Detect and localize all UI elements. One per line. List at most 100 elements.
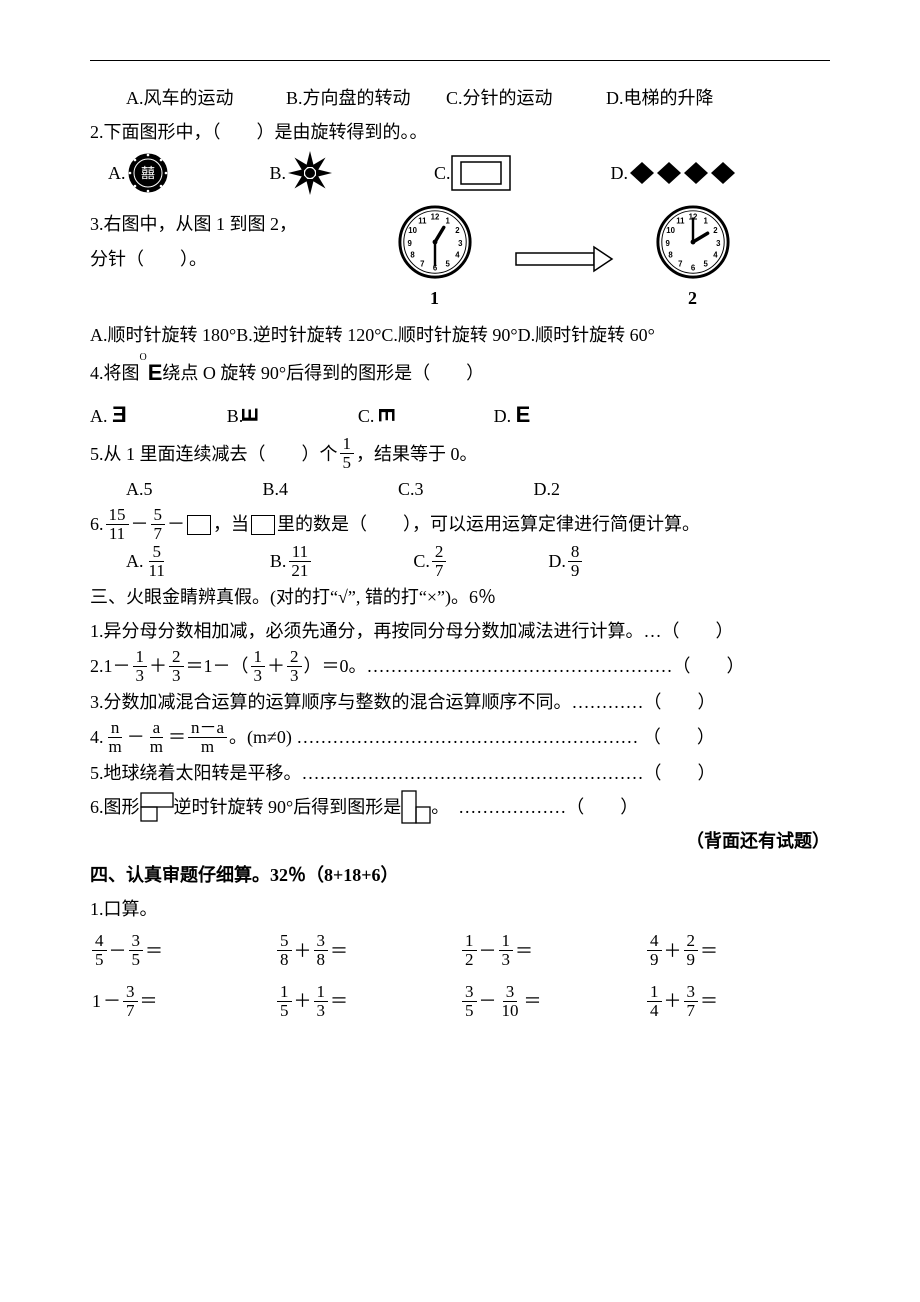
q6-pre: 6.: [90, 507, 104, 541]
calc-8: 14 ＋ 37 ＝: [645, 983, 830, 1020]
c7eq: ＝: [524, 984, 542, 1018]
q2-opt-b: B.: [270, 149, 335, 197]
svg-text:3: 3: [458, 239, 463, 248]
q4-opt-a: A. E: [90, 394, 127, 436]
q6-box2: [251, 515, 275, 535]
q1-opt-d: D.电梯的升降: [606, 81, 766, 115]
q1-opt-a: A.风车的运动: [126, 81, 286, 115]
q6-minus1: －: [131, 507, 149, 541]
q3-options: A.顺时针旋转 180°B.逆时针旋转 120°C.顺时针旋转 90°D.顺时针…: [90, 318, 830, 352]
q5-frac: 15: [340, 435, 355, 472]
c6ad: 5: [277, 1002, 292, 1020]
q5-post: ，结果等于 0。: [356, 437, 478, 471]
c3eq: ＝: [515, 934, 533, 968]
c8bn: 3: [684, 983, 699, 1002]
c8ad: 4: [647, 1002, 662, 1020]
q4-a-label: A.: [90, 406, 108, 426]
clock-2: 1212 345 678 91011 2: [654, 203, 732, 315]
q6-f2: 57: [151, 506, 166, 543]
tf2-f4d: 3: [287, 667, 302, 685]
c5bn: 3: [123, 983, 138, 1002]
c1bd: 5: [129, 951, 144, 969]
q6-post: 里的数是（ ），可以运用运算定律进行简便计算。: [277, 507, 700, 541]
tf6-shape-b-icon: [401, 790, 431, 824]
c2ad: 8: [277, 951, 292, 969]
q2-opt-d: D.: [611, 156, 739, 190]
tf2-plus1: ＋: [149, 649, 167, 683]
tf6-shape-a-icon: [140, 792, 174, 822]
q5-options: A.5 B.4 C.3 D.2: [90, 472, 830, 506]
tf2-post: ）＝0。……………………………………………（ ）: [304, 649, 745, 683]
c3an: 1: [462, 932, 477, 951]
q6-f1: 1511: [106, 506, 129, 543]
q4-d-label: D.: [494, 406, 512, 426]
q6-b-label: B.: [270, 544, 287, 578]
c6bd: 3: [314, 1002, 329, 1020]
c4bd: 9: [684, 951, 699, 969]
svg-text:7: 7: [420, 260, 424, 269]
tf2-f4n: 2: [287, 648, 302, 667]
q5-opt-b: B.4: [263, 472, 289, 506]
c3ad: 2: [462, 951, 477, 969]
c2bn: 3: [314, 932, 329, 951]
q4-stem-shape: OE: [140, 352, 163, 394]
q4-pre: 4.将图: [90, 356, 140, 390]
tf4-f3n: n－a: [188, 719, 227, 738]
q6-line: 6. 1511 － 57 － ，当 里的数是（ ），可以运用运算定律进行简便计算…: [90, 506, 830, 543]
c4an: 4: [647, 932, 662, 951]
q6-a-n: 5: [149, 543, 164, 562]
c1eq: ＝: [145, 934, 163, 968]
tf-6: 6.图形 逆时针旋转 90°后得到图形是 。 ………………（ ）: [90, 790, 830, 824]
tf4-pre: 4.: [90, 720, 104, 754]
c8bd: 7: [684, 1002, 699, 1020]
q4-post: 绕点 O 旋转 90°后得到的图形是（ ）: [162, 356, 484, 390]
tf-4: 4. nm － am ＝ n－am 。(m≠0) …………………………………………: [90, 719, 830, 756]
clock-1-icon: 1212 345 678 91011: [396, 203, 474, 281]
q6-opt-a: A.511: [126, 543, 170, 580]
c8an: 1: [647, 983, 662, 1002]
svg-text:囍: 囍: [141, 166, 155, 182]
c7bd: 10: [499, 1002, 522, 1020]
c3bd: 3: [499, 951, 514, 969]
calc-7: 35 － 310 ＝: [460, 983, 645, 1020]
q6-d-n: 8: [568, 543, 583, 562]
q5-opt-d: D.2: [534, 472, 561, 506]
c2bd: 8: [314, 951, 329, 969]
calc-6: 15 ＋ 13 ＝: [275, 983, 460, 1020]
tf4-eq: ＝: [168, 720, 186, 754]
q2-opt-a-label: A.: [108, 156, 126, 190]
tf-3: 3.分数加减混合运算的运算顺序与整数的混合运算顺序不同。…………（ ）: [90, 685, 830, 719]
sec3-title: 三、火眼金睛辨真假。(对的打“√”, 错的打“×”)。6％: [90, 580, 830, 614]
calc-4: 49 ＋ 29 ＝: [645, 932, 830, 969]
tf2-f3d: 3: [251, 667, 266, 685]
tf-5: 5.地球绕着太阳转是平移。…………………………………………………（ ）: [90, 756, 830, 790]
calc-1: 45 － 35 ＝: [90, 932, 275, 969]
svg-text:8: 8: [668, 251, 673, 260]
tf2-plus2: ＋: [267, 649, 285, 683]
q6-f1-n: 15: [106, 506, 129, 525]
q6-c-label: C.: [413, 544, 430, 578]
c5lit: 1: [92, 984, 101, 1018]
q2-options-row: A. 囍 B.: [90, 149, 830, 197]
q4-line: 4.将图 OE 绕点 O 旋转 90°后得到的图形是（ ）: [90, 352, 830, 394]
tf2-pre: 2.1－: [90, 649, 131, 683]
tf-1: 1.异分母分数相加减，必须先通分，再按同分母分数加减法进行计算。…（ ）: [90, 614, 830, 648]
q6-options: A.511 B.1121 C.27 D.89: [90, 543, 830, 580]
svg-text:10: 10: [666, 227, 675, 236]
svg-text:12: 12: [430, 213, 439, 222]
tf2-f1d: 3: [133, 667, 148, 685]
q2-opt-d-label: D.: [611, 156, 629, 190]
q1-opt-b: B.方向盘的转动: [286, 81, 446, 115]
c1op: －: [109, 934, 127, 968]
q6-a-label: A.: [126, 544, 144, 578]
c5op: －: [103, 984, 121, 1018]
back-note: （背面还有试题）: [90, 824, 830, 858]
c4bn: 2: [684, 932, 699, 951]
q6-b-d: 21: [288, 562, 311, 580]
q6-b-n: 11: [289, 543, 311, 562]
c6eq: ＝: [330, 984, 348, 1018]
tf4-f1d: m: [106, 738, 125, 756]
calc-3: 12 － 13 ＝: [460, 932, 645, 969]
c3op: －: [479, 934, 497, 968]
star-rotation-icon: [286, 149, 334, 197]
